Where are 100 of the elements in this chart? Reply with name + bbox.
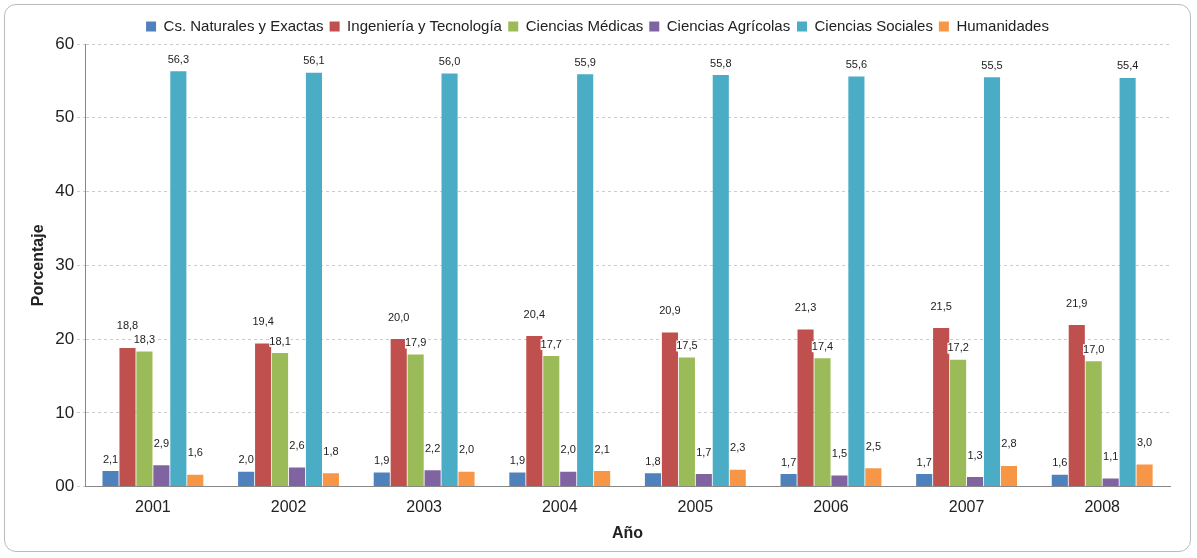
data-label: 2,5: [865, 439, 881, 452]
bar: [441, 73, 458, 487]
y-tick-label: 20: [55, 328, 75, 348]
x-axis-title: Año: [612, 523, 644, 541]
bar: [543, 356, 560, 487]
bar: [1068, 325, 1085, 487]
bar: [1085, 361, 1102, 487]
bar: [407, 354, 424, 487]
y-tick-label: 40: [55, 181, 75, 201]
legend-label: Ciencias Médicas: [525, 16, 644, 34]
data-label: 18,3: [133, 333, 156, 346]
data-label: 2,1: [594, 442, 610, 455]
bar: [170, 71, 187, 487]
data-label: 1,9: [509, 454, 526, 467]
legend-label: Ciencias Sociales: [814, 16, 933, 34]
data-label: 2,0: [458, 443, 475, 456]
data-label: 21,9: [1066, 296, 1088, 309]
bar: [560, 471, 577, 487]
bar: [848, 76, 865, 487]
data-label: 2,8: [1001, 437, 1017, 450]
bar: [950, 359, 967, 487]
bar: [305, 72, 323, 487]
bar: [255, 343, 272, 487]
x-tick-label: 2007: [948, 497, 985, 515]
data-label: 1,6: [187, 446, 203, 459]
data-label: 17,4: [811, 339, 834, 352]
bar: [594, 471, 611, 487]
data-label: 56,1: [303, 54, 325, 67]
bar: [272, 353, 289, 487]
x-tick-label: 2006: [813, 497, 849, 515]
x-tick-label: 2003: [406, 497, 443, 515]
data-label: 1,7: [780, 455, 797, 468]
bar: [153, 465, 170, 487]
bar: [1102, 478, 1119, 487]
bar: [238, 471, 255, 487]
bar: [644, 473, 662, 487]
y-axis-title: Porcentaje: [29, 224, 47, 307]
bar: [526, 336, 543, 487]
data-label: 2,3: [730, 441, 746, 454]
y-tick-label: 50: [55, 107, 75, 127]
x-tick-label: 2002: [270, 497, 307, 515]
bar: [831, 475, 848, 487]
data-label: 17,5: [676, 339, 698, 352]
bar: [678, 357, 695, 487]
bar: [288, 467, 306, 487]
data-label: 1,7: [916, 455, 932, 468]
bar: [1000, 465, 1018, 487]
bar: [695, 474, 712, 487]
bar: [865, 468, 882, 487]
bar: [797, 329, 814, 487]
data-label: 17,0: [1083, 342, 1105, 355]
data-label: 1,8: [323, 444, 339, 457]
bar: [661, 332, 678, 487]
data-label: 21,3: [794, 301, 817, 314]
bar: [322, 473, 339, 487]
data-label: 20,9: [659, 303, 681, 316]
bar: [424, 470, 441, 487]
data-label: 18,8: [116, 319, 139, 332]
bar: [1119, 77, 1136, 487]
data-label: 2,1: [102, 452, 119, 465]
data-label: 21,5: [930, 299, 952, 312]
data-label: 55,5: [981, 58, 1003, 71]
data-label: 55,8: [710, 56, 732, 69]
y-tick-label: 30: [55, 254, 75, 274]
data-label: 2,2: [424, 441, 441, 454]
bar: [729, 469, 746, 487]
data-label: 56,0: [438, 55, 461, 68]
legend-label: Humanidades: [956, 16, 1049, 34]
data-label: 1,8: [645, 454, 661, 467]
y-tick-label: 00: [55, 476, 75, 496]
bar: [933, 328, 950, 487]
x-tick-label: 2001: [135, 497, 171, 515]
bar: [1051, 474, 1068, 487]
data-label: 1,1: [1103, 450, 1119, 463]
bar: [390, 339, 407, 487]
bar: [577, 74, 594, 487]
bar: [1136, 464, 1153, 487]
bar: [102, 471, 119, 487]
data-label: 2,9: [153, 436, 170, 449]
data-label: 19,4: [252, 315, 274, 328]
bar: [458, 471, 475, 487]
data-label: 1,5: [831, 447, 848, 460]
data-label: 2,0: [238, 453, 254, 466]
bar: [119, 347, 136, 487]
bar: [136, 351, 153, 487]
data-label: 55,9: [574, 55, 596, 68]
bar: [509, 472, 526, 487]
data-label: 55,4: [1116, 59, 1139, 72]
data-label: 17,9: [404, 336, 427, 349]
bar: [983, 77, 1001, 487]
bar: [373, 472, 390, 487]
bar: [814, 358, 831, 487]
data-label: 1,7: [696, 445, 712, 458]
legend-label: Ingeniería y Tecnología: [347, 16, 503, 34]
x-tick-label: 2005: [677, 497, 714, 515]
legend-label: Ciencias Agrícolas: [666, 16, 791, 34]
data-label: 17,2: [947, 341, 969, 354]
y-tick-label: 10: [55, 402, 75, 422]
legend-label: Cs. Naturales y Exactas: [163, 16, 324, 34]
data-label: 20,0: [388, 310, 410, 323]
